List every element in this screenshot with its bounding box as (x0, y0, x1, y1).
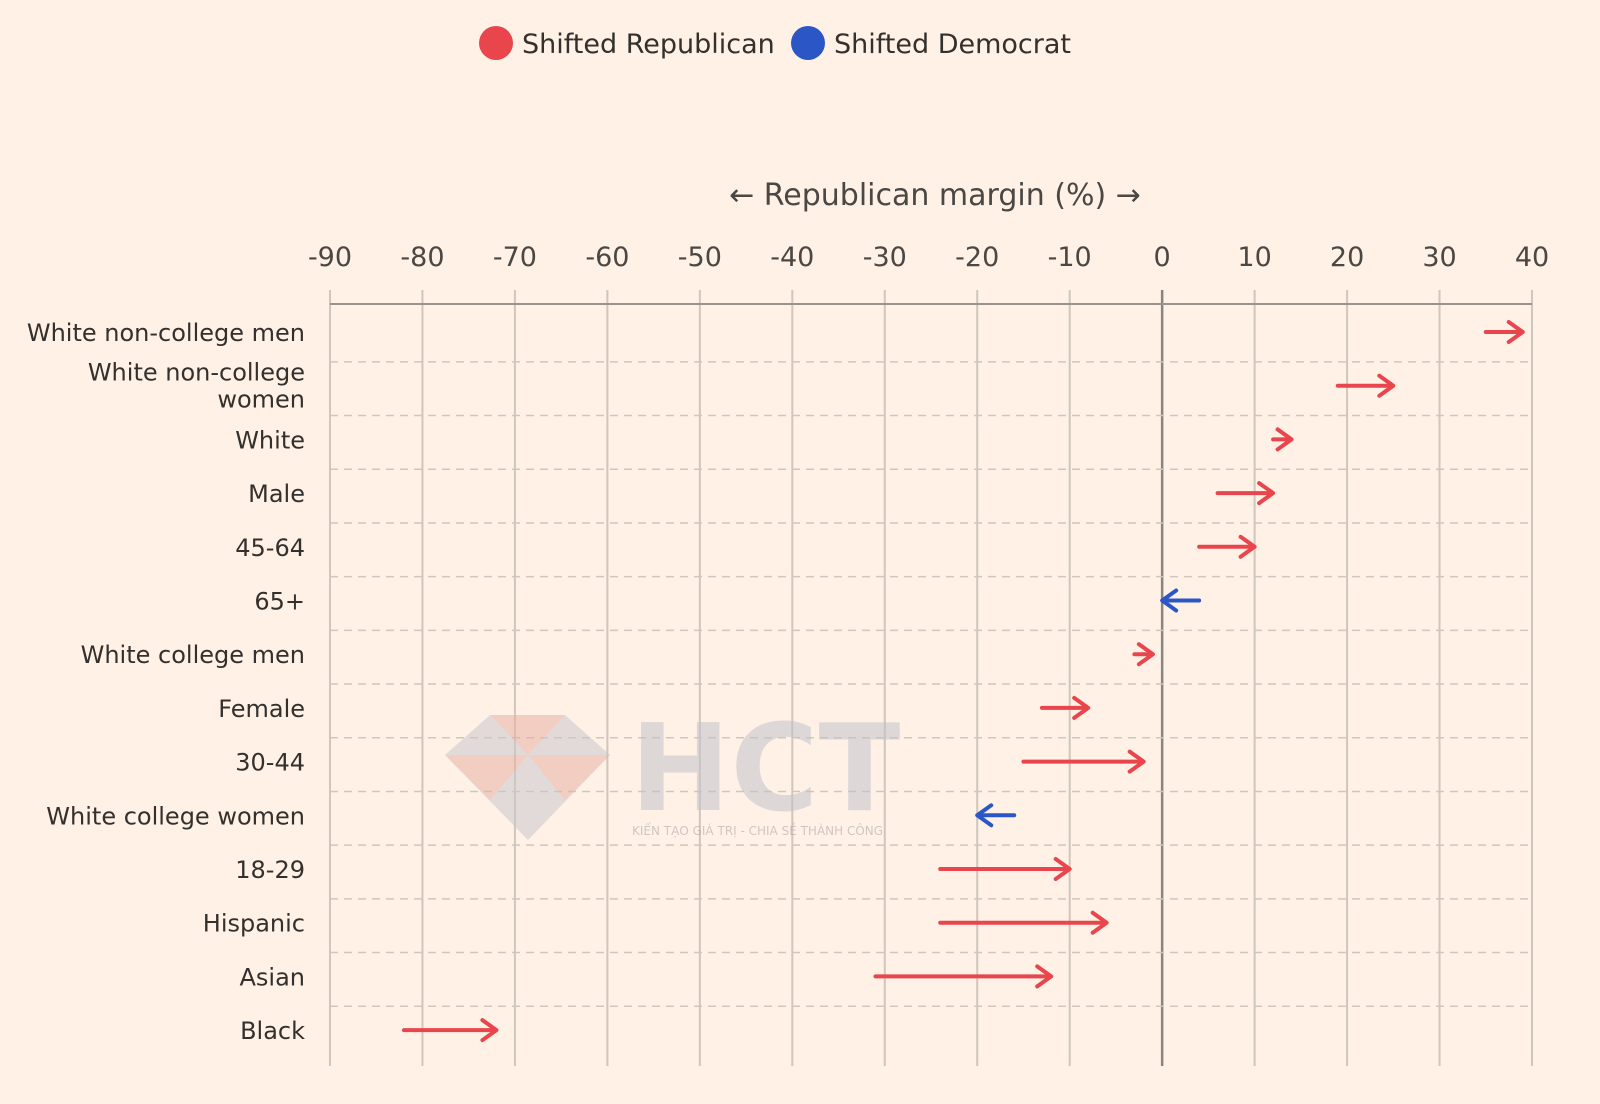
watermark-logo: HCT KIẾN TẠO GIÁ TRỊ - CHIA SẺ THÀNH CÔN… (445, 700, 900, 840)
x-tick-label: 10 (1237, 242, 1271, 273)
arrows (401, 320, 1525, 1043)
gridlines (329, 290, 1533, 1066)
category-label: White college men (81, 641, 305, 669)
diamond-logo-facet (528, 755, 610, 800)
arrow-head (1072, 695, 1091, 720)
x-tick-label: -20 (955, 242, 999, 273)
category-label: 18-29 (235, 856, 305, 884)
diamond-logo-icon (445, 715, 610, 840)
x-tick-label: -40 (770, 242, 814, 273)
arrow-democrat (975, 803, 1017, 828)
x-tick-label: 20 (1330, 242, 1364, 273)
arrow-head (1160, 588, 1179, 613)
category-label: 65+ (254, 588, 305, 616)
arrow-head (1238, 534, 1257, 559)
x-tick-label: 0 (1154, 242, 1171, 273)
arrow-head (1127, 749, 1146, 774)
legend-marker-democrat (791, 26, 825, 60)
arrow-republican (873, 964, 1054, 989)
arrow-republican (1335, 373, 1396, 398)
x-tick-label: -60 (585, 242, 629, 273)
category-label: Asian (239, 963, 305, 991)
category-label: Black (240, 1017, 305, 1045)
category-label: 30-44 (235, 749, 305, 777)
x-tick-label: -90 (308, 242, 352, 273)
diamond-logo-facet (490, 715, 565, 755)
category-label: White non-college women (88, 359, 305, 414)
arrow-democrat (1160, 588, 1202, 613)
legend-label-democrat: Shifted Democrat (834, 29, 1071, 60)
x-tick-label: 40 (1515, 242, 1549, 273)
x-axis: -90 -80 -70 -60 -50 -40 -30 -20 -10 0 10 20 30 40 (308, 242, 1549, 305)
arrow-head (1275, 427, 1294, 452)
x-axis-title: ← Republican margin (%) → (729, 178, 1141, 213)
arrow-head (1506, 320, 1525, 344)
arrow-republican (1271, 427, 1294, 452)
arrow-republican (1132, 642, 1155, 667)
arrow-head (1090, 910, 1109, 935)
arrow-head (1035, 964, 1054, 989)
arrow-head (1257, 481, 1276, 506)
category-label: White (235, 426, 305, 454)
arrow-republican (401, 1018, 499, 1043)
x-tick-label: -70 (493, 242, 537, 273)
arrow-republican (1039, 695, 1091, 720)
arrow-head (975, 803, 994, 828)
arrow-head (480, 1018, 499, 1043)
arrow-republican (938, 857, 1072, 881)
legend-marker-republican (479, 26, 513, 60)
category-label: Male (248, 480, 305, 508)
category-label: 45-64 (235, 534, 305, 562)
x-tick-label: -80 (400, 242, 444, 273)
x-tick-label: -50 (678, 242, 722, 273)
arrow-republican (1483, 320, 1525, 344)
x-tick-label: -30 (863, 242, 907, 273)
watermark-brand: HCT (630, 700, 900, 839)
arrow-republican (938, 910, 1109, 935)
arrow-republican (1215, 481, 1276, 506)
category-labels: White non-college men White non-college wo… (27, 319, 305, 1045)
x-tick-label: -10 (1048, 242, 1092, 273)
legend: Shifted Republican Shifted Democrat (479, 26, 1071, 60)
watermark-tagline: KIẾN TẠO GIÁ TRỊ - CHIA SẺ THÀNH CÔNG (632, 822, 883, 838)
diamond-logo-facet (445, 755, 528, 800)
arrow-head (1053, 857, 1072, 881)
category-label: White college women (46, 802, 305, 830)
arrow-head (1377, 373, 1396, 398)
arrow-head (1136, 642, 1155, 667)
legend-label-republican: Shifted Republican (522, 29, 775, 60)
category-label: Hispanic (203, 910, 305, 938)
arrow-republican (1021, 749, 1146, 774)
category-label: Female (218, 695, 305, 723)
category-label: White non-college men (27, 319, 305, 347)
arrow-republican (1197, 534, 1257, 559)
x-tick-label: 30 (1422, 242, 1456, 273)
